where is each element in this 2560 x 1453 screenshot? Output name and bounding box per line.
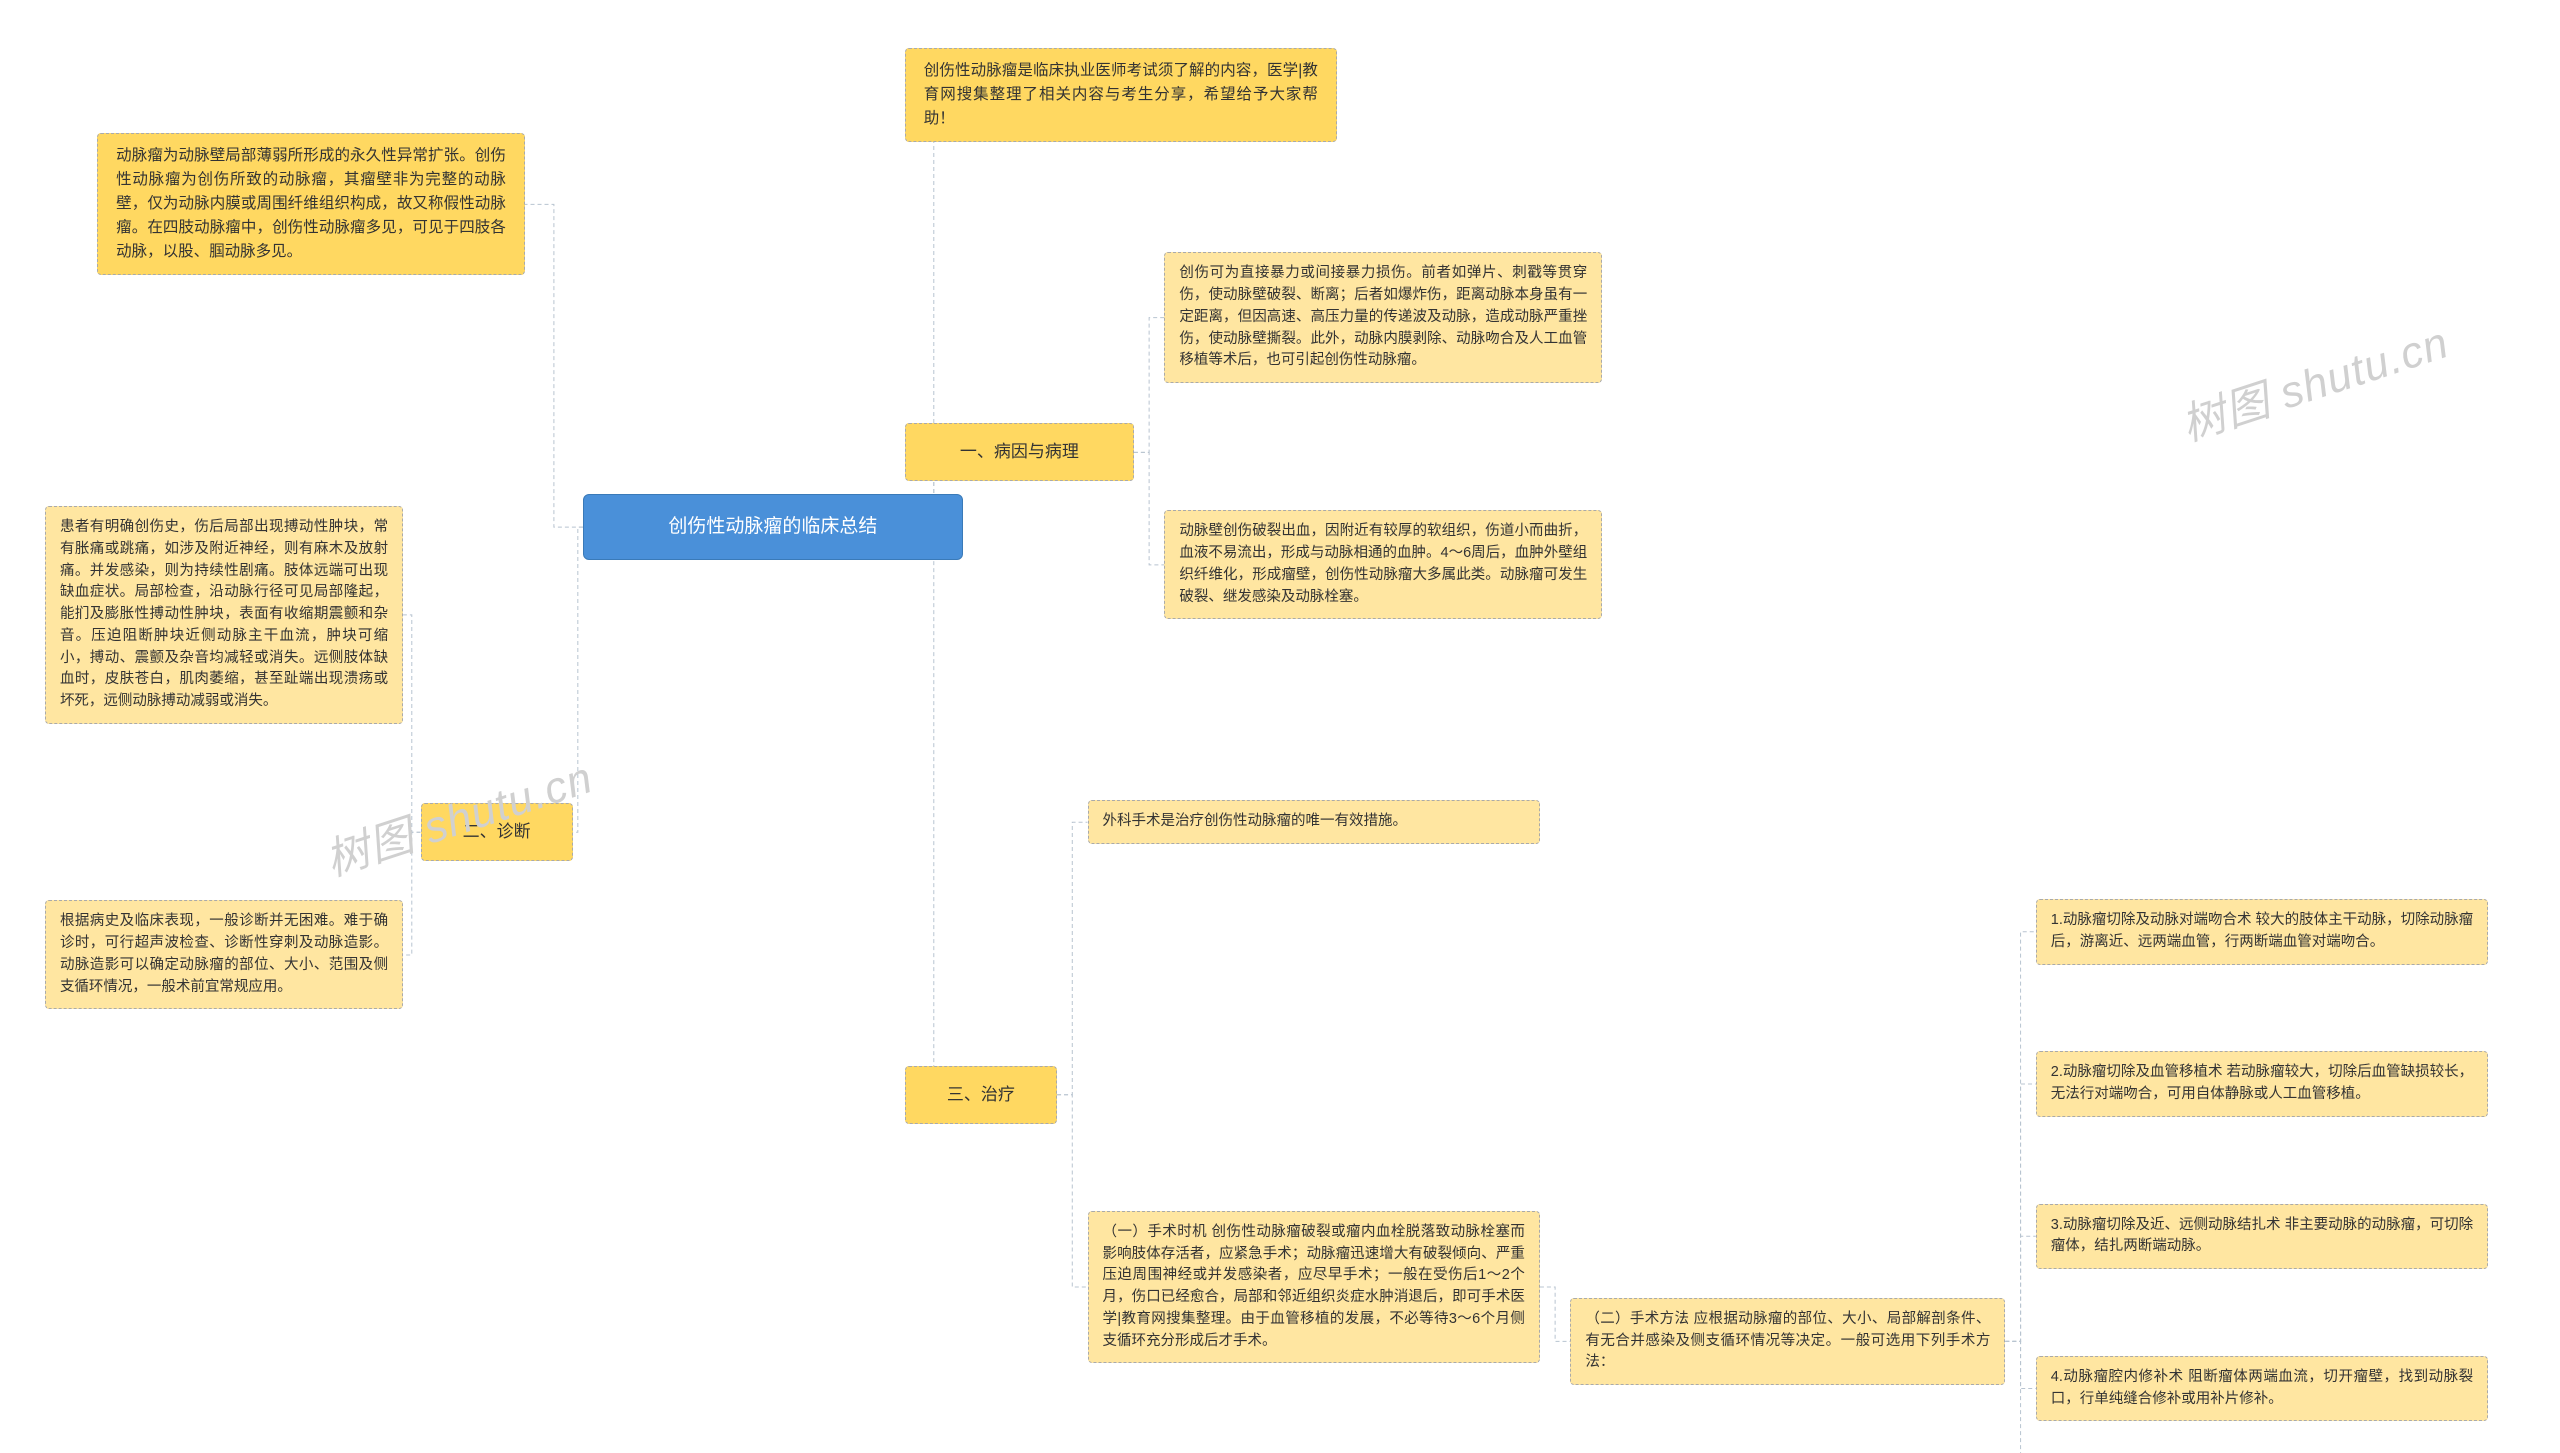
node-text: 患者有明确创伤史，伤后局部出现搏动性肿块，常有胀痛或跳痛，如涉及附近神经，则有麻… <box>60 519 388 709</box>
mindmap-node-b3_c2_4[interactable]: 4.动脉瘤腔内修补术 阻断瘤体两端血流，切开瘤壁，找到动脉裂口，行单纯缝合修补或… <box>2036 1356 2488 1422</box>
node-text: 动脉瘤为动脉壁局部薄弱所形成的永久性异常扩张。创伤性动脉瘤为创伤所致的动脉瘤，其… <box>116 147 506 260</box>
mindmap-node-b3_c2_1[interactable]: 1.动脉瘤切除及动脉对端吻合术 较大的肢体主干动脉，切除动脉瘤后，游离近、远两端… <box>2036 899 2488 965</box>
node-text: 根据病史及临床表现，一般诊断并无困难。难于确诊时，可行超声波检查、诊断性穿刺及动… <box>60 913 388 994</box>
mindmap-node-b3_intro[interactable]: 外科手术是治疗创伤性动脉瘤的唯一有效措施。 <box>1088 800 1540 844</box>
node-text: 创伤可为直接暴力或间接暴力损伤。前者如弹片、刺戳等贯穿伤，使动脉壁破裂、断离；后… <box>1179 265 1587 368</box>
mindmap-node-b2_c2[interactable]: 根据病史及临床表现，一般诊断并无困难。难于确诊时，可行超声波检查、诊断性穿刺及动… <box>45 900 403 1009</box>
node-text: 4.动脉瘤腔内修补术 阻断瘤体两端血流，切开瘤壁，找到动脉裂口，行单纯缝合修补或… <box>2051 1369 2473 1407</box>
mindmap-node-b3_c1[interactable]: （一）手术时机 创伤性动脉瘤破裂或瘤内血栓脱落致动脉栓塞而影响肢体存活者，应紧急… <box>1088 1211 1540 1364</box>
mindmap-node-b3_c2_3[interactable]: 3.动脉瘤切除及近、远侧动脉结扎术 非主要动脉的动脉瘤，可切除瘤体，结扎两断端动… <box>2036 1204 2488 1270</box>
node-text: 动脉壁创伤破裂出血，因附近有较厚的软组织，伤道小而曲折，血液不易流出，形成与动脉… <box>1179 523 1587 604</box>
node-text: 三、治疗 <box>947 1082 1015 1108</box>
mindmap-node-b1_c1[interactable]: 创伤可为直接暴力或间接暴力损伤。前者如弹片、刺戳等贯穿伤，使动脉壁破裂、断离；后… <box>1164 252 1602 383</box>
node-text: （二）手术方法 应根据动脉瘤的部位、大小、局部解剖条件、有无合并感染及侧支循环情… <box>1585 1311 1990 1371</box>
node-text: 创伤性动脉瘤是临床执业医师考试须了解的内容，医学|教育网搜集整理了相关内容与考生… <box>924 62 1318 127</box>
mindmap-node-b2[interactable]: 二、诊断 <box>421 803 573 861</box>
mindmap-node-b3_c2_2[interactable]: 2.动脉瘤切除及血管移植术 若动脉瘤较大，切除后血管缺损较长，无法行对端吻合，可… <box>2036 1051 2488 1117</box>
node-text: （一）手术时机 创伤性动脉瘤破裂或瘤内血栓脱落致动脉栓塞而影响肢体存活者，应紧急… <box>1103 1224 1525 1349</box>
node-text: 一、病因与病理 <box>960 439 1079 465</box>
mindmap-node-intro_right[interactable]: 创伤性动脉瘤是临床执业医师考试须了解的内容，医学|教育网搜集整理了相关内容与考生… <box>905 48 1337 142</box>
mindmap-node-b3[interactable]: 三、治疗 <box>905 1066 1057 1124</box>
mindmap-root[interactable]: 创伤性动脉瘤的临床总结 <box>583 494 963 559</box>
root-label: 创伤性动脉瘤的临床总结 <box>668 512 877 541</box>
node-text: 二、诊断 <box>463 819 531 845</box>
node-text: 外科手术是治疗创伤性动脉瘤的唯一有效措施。 <box>1103 813 1408 829</box>
mindmap-node-b2_c1[interactable]: 患者有明确创伤史，伤后局部出现搏动性肿块，常有胀痛或跳痛，如涉及附近神经，则有麻… <box>45 506 403 724</box>
node-text: 3.动脉瘤切除及近、远侧动脉结扎术 非主要动脉的动脉瘤，可切除瘤体，结扎两断端动… <box>2051 1217 2473 1255</box>
mindmap-node-b1_c2[interactable]: 动脉壁创伤破裂出血，因附近有较厚的软组织，伤道小而曲折，血液不易流出，形成与动脉… <box>1164 510 1602 619</box>
node-text: 2.动脉瘤切除及血管移植术 若动脉瘤较大，切除后血管缺损较长，无法行对端吻合，可… <box>2051 1064 2473 1102</box>
node-text: 1.动脉瘤切除及动脉对端吻合术 较大的肢体主干动脉，切除动脉瘤后，游离近、远两端… <box>2051 912 2473 950</box>
mindmap-node-intro_yellow[interactable]: 动脉瘤为动脉壁局部薄弱所形成的永久性异常扩张。创伤性动脉瘤为创伤所致的动脉瘤，其… <box>97 133 525 275</box>
watermark: 树图 shutu.cn <box>2172 307 2456 454</box>
mindmap-node-b1[interactable]: 一、病因与病理 <box>905 423 1134 481</box>
mindmap-node-b3_c2[interactable]: （二）手术方法 应根据动脉瘤的部位、大小、局部解剖条件、有无合并感染及侧支循环情… <box>1570 1298 2005 1385</box>
